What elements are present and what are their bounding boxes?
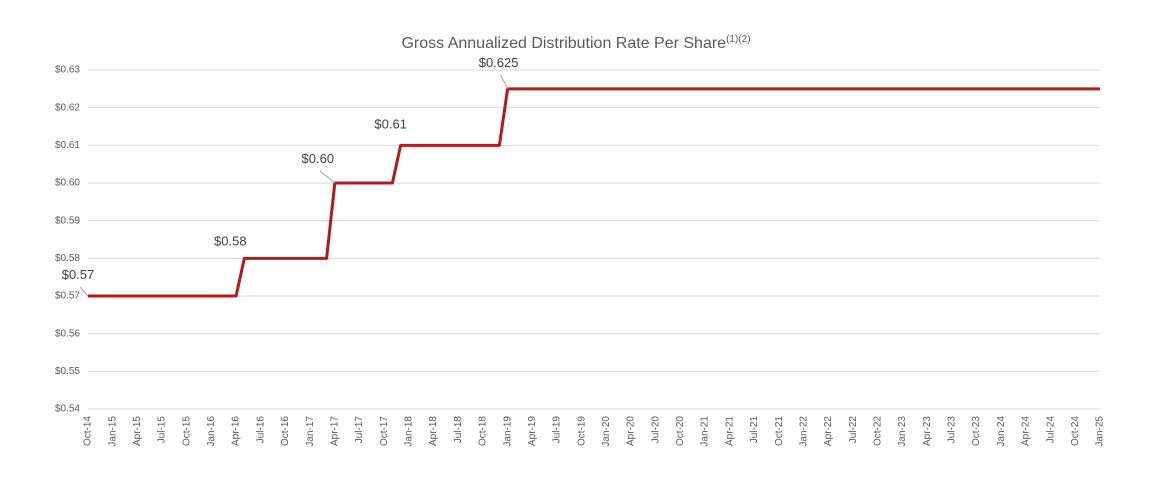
x-tick-label: Oct-14 [83, 416, 94, 446]
x-tick-label: Oct-19 [576, 416, 587, 446]
x-tick-label: Apr-20 [626, 416, 637, 446]
x-tick-label: Jul-23 [947, 416, 958, 444]
x-tick-label: Jan-20 [601, 416, 612, 447]
leader-line [319, 170, 336, 184]
y-tick-label: $0.56 [55, 328, 80, 339]
x-tick-label: Jan-23 [897, 416, 908, 447]
x-tick-label: Oct-22 [872, 416, 883, 446]
data-label: $0.625 [479, 55, 519, 70]
data-label: $0.60 [302, 151, 335, 166]
x-tick-label: Apr-23 [922, 416, 933, 446]
x-tick-label: Jul-15 [157, 416, 168, 444]
x-tick-label: Apr-15 [132, 416, 143, 446]
data-label: $0.61 [374, 116, 407, 131]
y-tick-label: $0.60 [55, 178, 80, 189]
x-tick-label: Jan-19 [502, 416, 513, 447]
chart-title: Gross Annualized Distribution Rate Per S… [401, 34, 750, 52]
x-tick-label: Jul-20 [650, 416, 661, 444]
x-tick-label: Apr-16 [231, 416, 242, 446]
x-tick-label: Jan-25 [1095, 416, 1106, 447]
y-tick-label: $0.55 [55, 366, 80, 377]
x-tick-label: Apr-18 [428, 416, 439, 446]
title-superscript: (1)(2) [726, 34, 750, 45]
y-tick-label: $0.59 [55, 215, 80, 226]
y-tick-label: $0.63 [55, 65, 80, 76]
x-tick-label: Oct-20 [675, 416, 686, 446]
x-tick-label: Jan-22 [798, 416, 809, 447]
data-label: $0.57 [62, 267, 95, 282]
x-tick-label: Jul-22 [848, 416, 859, 444]
x-tick-label: Apr-22 [823, 416, 834, 446]
y-tick-label: $0.62 [55, 102, 80, 113]
leader-line [79, 286, 89, 297]
x-tick-label: Jul-24 [1045, 416, 1056, 444]
x-tick-label: Jul-19 [552, 416, 563, 444]
x-tick-label: Jul-16 [255, 416, 266, 444]
x-tick-label: Apr-19 [527, 416, 538, 446]
x-tick-label: Apr-24 [1021, 416, 1032, 446]
x-tick-label: Jan-15 [107, 416, 118, 447]
data-label: $0.58 [214, 233, 247, 248]
title-text: Gross Annualized Distribution Rate Per S… [401, 35, 726, 52]
x-tick-label: Jan-21 [700, 416, 711, 447]
x-tick-label: Jan-16 [206, 416, 217, 447]
x-tick-label: Apr-17 [329, 416, 340, 446]
x-tick-label: Jul-21 [749, 416, 760, 444]
y-tick-label: $0.57 [55, 291, 80, 302]
x-tick-label: Oct-16 [280, 416, 291, 446]
y-tick-label: $0.54 [55, 404, 80, 415]
x-tick-label: Jul-17 [354, 416, 365, 444]
x-tick-label: Jan-24 [996, 416, 1007, 447]
x-tick-label: Oct-15 [181, 416, 192, 446]
x-tick-label: Oct-23 [971, 416, 982, 446]
x-tick-label: Jan-18 [404, 416, 415, 447]
x-tick-label: Apr-21 [724, 416, 735, 446]
y-tick-label: $0.58 [55, 253, 80, 264]
x-tick-label: Oct-18 [478, 416, 489, 446]
x-tick-label: Jan-17 [305, 416, 316, 447]
x-tick-label: Oct-17 [379, 416, 390, 446]
leader-line [500, 74, 509, 90]
x-tick-label: Jul-18 [453, 416, 464, 444]
data-line [88, 87, 1100, 298]
x-tick-label: Oct-24 [1070, 416, 1081, 446]
y-tick-label: $0.61 [55, 140, 80, 151]
x-tick-label: Oct-21 [774, 416, 785, 446]
